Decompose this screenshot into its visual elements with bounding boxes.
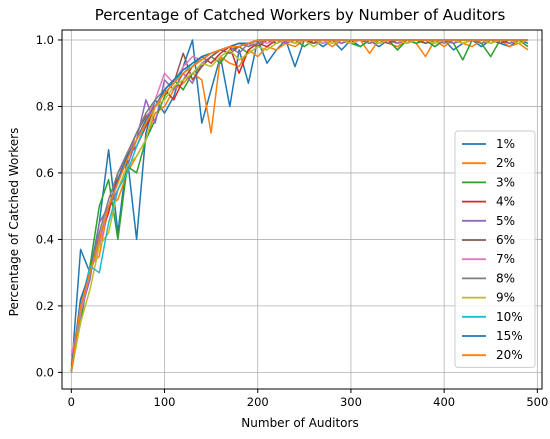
x-tick-label: 0 (68, 395, 75, 409)
series-lines (70, 39, 529, 373)
legend: 1% 2% 3% 4% 5% 6% 7% 8% 9% 10% 15% 20% (454, 130, 536, 368)
legend-label: 1% (496, 137, 515, 151)
legend-label: 5% (496, 214, 515, 228)
y-tick-label: 0.8 (36, 99, 54, 113)
y-tick-label: 0.6 (36, 166, 54, 180)
series-line-11 (70, 39, 528, 373)
x-tick-label: 400 (433, 395, 455, 409)
ticks: 0 100 200 300 400 500 0.0 0.2 0.4 0.6 0.8 1.0 (36, 33, 549, 409)
y-tick-label: 0.4 (36, 232, 54, 246)
legend-label: 8% (496, 271, 515, 285)
y-tick-label: 1.0 (36, 33, 54, 47)
x-tick-label: 200 (247, 395, 269, 409)
legend-label: 9% (496, 291, 515, 305)
legend-label: 3% (496, 175, 515, 189)
y-tick-label: 0.0 (36, 365, 54, 379)
plot-frame (61, 29, 543, 390)
legend-label: 7% (496, 252, 515, 266)
x-tick-label: 500 (526, 395, 548, 409)
legend-label: 20% (496, 348, 523, 362)
x-tick-label: 100 (154, 395, 176, 409)
x-tick-label: 300 (340, 395, 362, 409)
y-axis-label: Percentage of Catched Workers (7, 128, 21, 317)
y-tick-label: 0.2 (36, 299, 54, 313)
legend-box (454, 130, 536, 368)
legend-label: 15% (496, 329, 523, 343)
x-axis-label: Number of Auditors (241, 416, 358, 430)
legend-label: 6% (496, 233, 515, 247)
legend-label: 4% (496, 195, 515, 209)
chart-title: Percentage of Catched Workers by Number … (95, 6, 506, 24)
legend-label: 10% (496, 310, 523, 324)
legend-label: 2% (496, 156, 515, 170)
series-line-0 (70, 39, 529, 373)
